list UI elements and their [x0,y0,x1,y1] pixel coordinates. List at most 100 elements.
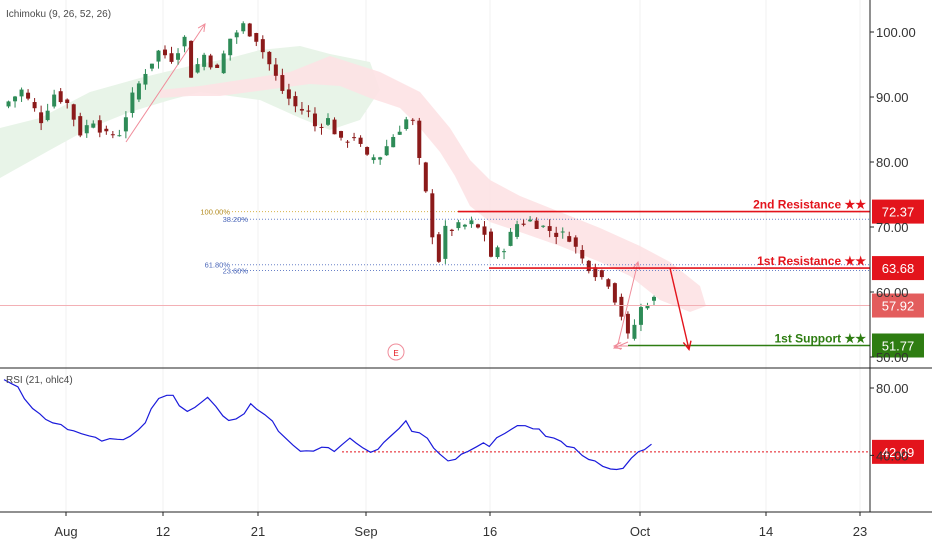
candle-down [547,226,552,231]
candle-up [13,96,18,102]
level-price-2: 51.77 [882,338,915,353]
time-tick-label: 23 [853,524,867,539]
earnings-marker[interactable]: E [387,343,405,361]
arrow-target-down-head [682,340,692,352]
candle-up [508,231,513,246]
price-tick-label: 90.00 [876,90,909,105]
candle-down [612,283,617,303]
candle-up [462,224,467,227]
rsi-line [3,379,652,471]
price-tick-label: 80.00 [876,155,909,170]
time-tick-label: Sep [354,524,377,539]
candle-up [456,222,461,229]
candle-up [195,64,200,73]
level-price-tag-1 [872,256,924,281]
candle-down [39,112,44,124]
candle-down [619,296,624,317]
indicator-label-rsi[interactable]: RSI (21, ohlc4) [6,375,73,386]
candle-up [117,135,122,137]
candle-down [319,126,324,128]
candle-up [182,36,187,47]
candle-down [365,147,370,155]
candle-down [599,270,604,278]
candle-up [443,225,448,259]
level-name-1: 1st Resistance ★★ [757,254,866,268]
level-name-2: 1st Support ★★ [774,331,866,345]
candle-up [632,324,637,339]
candle-down [489,231,493,257]
rsi-reference-label: 42.09 [882,445,915,460]
candle-up [234,32,239,38]
candle-down [26,92,31,99]
candle-down [58,91,63,103]
candle-down [586,260,591,272]
candle-down [254,33,259,42]
candle-up [404,119,409,130]
last-price-label: 57.92 [882,299,915,314]
candle-up [378,157,383,160]
candle-up [228,38,233,56]
candle-down [32,102,37,109]
candle-down [606,279,611,287]
candle-up [241,23,246,32]
candle-down [417,120,422,158]
time-tick-label: Aug [54,524,77,539]
last-price-tag [872,293,924,318]
candle-down [260,39,265,53]
candle-down [475,224,480,228]
candle-up [469,220,474,225]
candle-down [580,249,585,259]
time-tick-label: 21 [251,524,265,539]
candle-up [52,94,57,107]
level-name-0: 2nd Resistance ★★ [753,198,866,212]
candle-down [358,137,363,144]
candle-down [521,223,526,225]
candle-up [645,305,650,309]
candle-down [65,99,70,104]
candle-down [169,53,174,62]
candle-up [326,118,330,125]
candle-up [384,146,389,156]
candle-up [91,123,96,128]
candle-up [528,219,533,222]
candle-down [625,313,630,334]
candle-down [593,267,598,278]
candle-down [423,162,428,192]
candle-up [638,307,643,325]
candle-down [410,119,415,121]
price-tick-label: 60.00 [876,285,909,300]
level-price-tag-0 [872,199,924,224]
candle-up [495,247,500,258]
candle-up [541,225,546,227]
candle-down [436,234,441,262]
candle-up [123,117,128,132]
candle-down [286,89,291,99]
candle-down [339,131,344,138]
candle-up [130,92,135,114]
candle-up [371,157,376,161]
candle-up [502,251,507,253]
candle-down [78,116,83,136]
candle-down [163,49,167,56]
candle-down [352,137,357,139]
candle-down [189,40,194,78]
candle-up [143,73,148,85]
rsi-reference-tag [872,439,924,464]
indicator-label-ichimoku[interactable]: Ichimoku (9, 26, 52, 26) [6,9,111,20]
candle-down [554,232,559,237]
candle-up [397,131,402,135]
candlestick-series [6,21,656,341]
candle-down [97,120,102,133]
candle-up [221,53,226,74]
candle-down [430,193,435,238]
kumo-bearish [160,56,706,312]
candle-down [449,229,454,231]
candle-up [391,136,396,148]
price-tick-label: 70.00 [876,220,909,235]
rsi-tick-label: 40.00 [876,448,909,463]
price-tick-label: 100.00 [876,25,916,40]
rsi-panel: 42.09 [3,379,924,471]
arrow-target-down [669,267,690,350]
